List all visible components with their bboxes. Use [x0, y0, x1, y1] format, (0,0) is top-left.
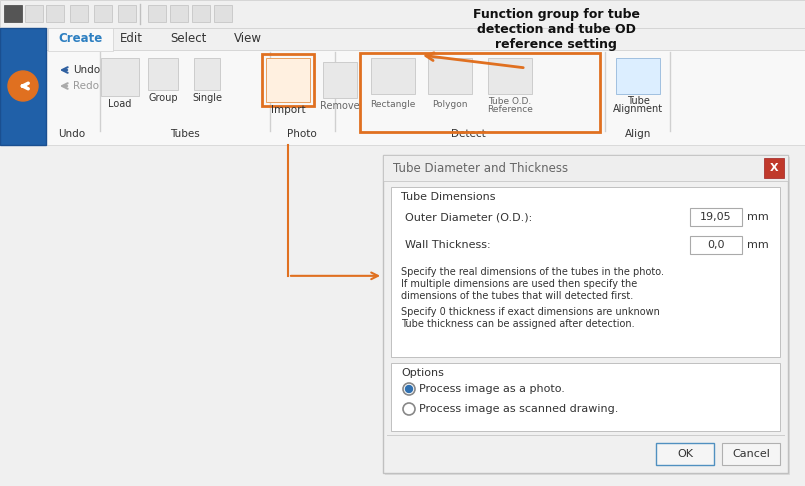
Text: Rectangle: Rectangle — [370, 100, 415, 108]
Bar — [323, 62, 357, 98]
Text: Group: Group — [148, 93, 178, 103]
Bar — [118, 5, 136, 22]
Bar — [46, 50, 805, 145]
Text: Reference: Reference — [487, 104, 533, 114]
Circle shape — [406, 385, 412, 393]
Bar — [4, 5, 22, 22]
Text: Cancel: Cancel — [732, 449, 770, 459]
Text: Import: Import — [270, 105, 305, 115]
Text: 0,0: 0,0 — [708, 240, 724, 250]
Bar — [690, 236, 742, 254]
Bar — [46, 5, 64, 22]
Bar — [192, 5, 210, 22]
Text: Wall Thickness:: Wall Thickness: — [405, 240, 490, 250]
Text: View: View — [234, 33, 262, 46]
Bar — [360, 53, 600, 132]
Text: X: X — [770, 163, 778, 173]
Text: Polygon: Polygon — [432, 100, 468, 108]
Text: Photo: Photo — [287, 129, 317, 139]
Circle shape — [403, 383, 415, 395]
Text: Tube O.D.: Tube O.D. — [489, 97, 531, 105]
Bar — [656, 443, 714, 465]
Text: Tube thickness can be assigned after detection.: Tube thickness can be assigned after det… — [401, 319, 634, 329]
Text: Redo: Redo — [73, 81, 99, 91]
Text: Select: Select — [170, 33, 206, 46]
Text: dimensions of the tubes that will detected first.: dimensions of the tubes that will detect… — [401, 291, 634, 301]
Text: Remove: Remove — [320, 101, 360, 111]
Bar — [391, 363, 780, 431]
Text: mm: mm — [747, 240, 769, 250]
Text: Undo: Undo — [59, 129, 85, 139]
Bar — [385, 157, 790, 475]
Bar — [148, 5, 166, 22]
Text: Process image as a photo.: Process image as a photo. — [419, 384, 565, 394]
Bar — [101, 58, 139, 96]
Bar — [148, 58, 178, 90]
Text: OK: OK — [677, 449, 693, 459]
Bar — [70, 5, 88, 22]
Circle shape — [403, 403, 415, 415]
Text: Alignment: Alignment — [613, 104, 663, 114]
Text: Tubes: Tubes — [170, 129, 200, 139]
Bar — [262, 54, 314, 106]
Bar — [488, 58, 532, 94]
Text: Specify the real dimensions of the tubes in the photo.: Specify the real dimensions of the tubes… — [401, 267, 664, 277]
Bar — [46, 28, 805, 50]
Bar — [722, 443, 780, 465]
Bar — [170, 5, 188, 22]
Bar — [391, 187, 780, 357]
Text: Create: Create — [58, 33, 102, 46]
Text: Specify 0 thickness if exact dimensions are unknown: Specify 0 thickness if exact dimensions … — [401, 307, 660, 317]
Bar — [371, 58, 415, 94]
Text: Detect: Detect — [451, 129, 485, 139]
Bar — [0, 0, 805, 28]
Text: If multiple dimensions are used then specify the: If multiple dimensions are used then spe… — [401, 279, 638, 289]
Text: Edit: Edit — [119, 33, 142, 46]
Text: Tube Dimensions: Tube Dimensions — [401, 192, 496, 202]
Text: Process image as scanned drawing.: Process image as scanned drawing. — [419, 404, 618, 414]
Text: mm: mm — [747, 212, 769, 222]
Circle shape — [8, 71, 38, 101]
Bar — [214, 5, 232, 22]
Bar — [428, 58, 472, 94]
Bar — [266, 58, 310, 102]
Bar — [383, 155, 788, 181]
Bar — [383, 155, 788, 473]
Text: Align: Align — [625, 129, 651, 139]
Bar — [0, 28, 46, 145]
Bar — [616, 58, 660, 94]
Text: Tube: Tube — [626, 96, 650, 106]
Text: Single: Single — [192, 93, 222, 103]
Bar — [94, 5, 112, 22]
Bar — [48, 28, 113, 51]
Bar — [764, 158, 784, 178]
Text: Outer Diameter (O.D.):: Outer Diameter (O.D.): — [405, 212, 532, 222]
Text: Function group for tube
detection and tube OD
reference setting: Function group for tube detection and tu… — [473, 8, 639, 51]
Text: 19,05: 19,05 — [700, 212, 732, 222]
Bar — [194, 58, 220, 90]
Text: Options: Options — [401, 368, 444, 378]
Text: Tube Diameter and Thickness: Tube Diameter and Thickness — [393, 161, 568, 174]
Bar — [690, 208, 742, 226]
Text: Load: Load — [109, 99, 132, 109]
Bar — [25, 5, 43, 22]
Text: Undo: Undo — [73, 65, 100, 75]
